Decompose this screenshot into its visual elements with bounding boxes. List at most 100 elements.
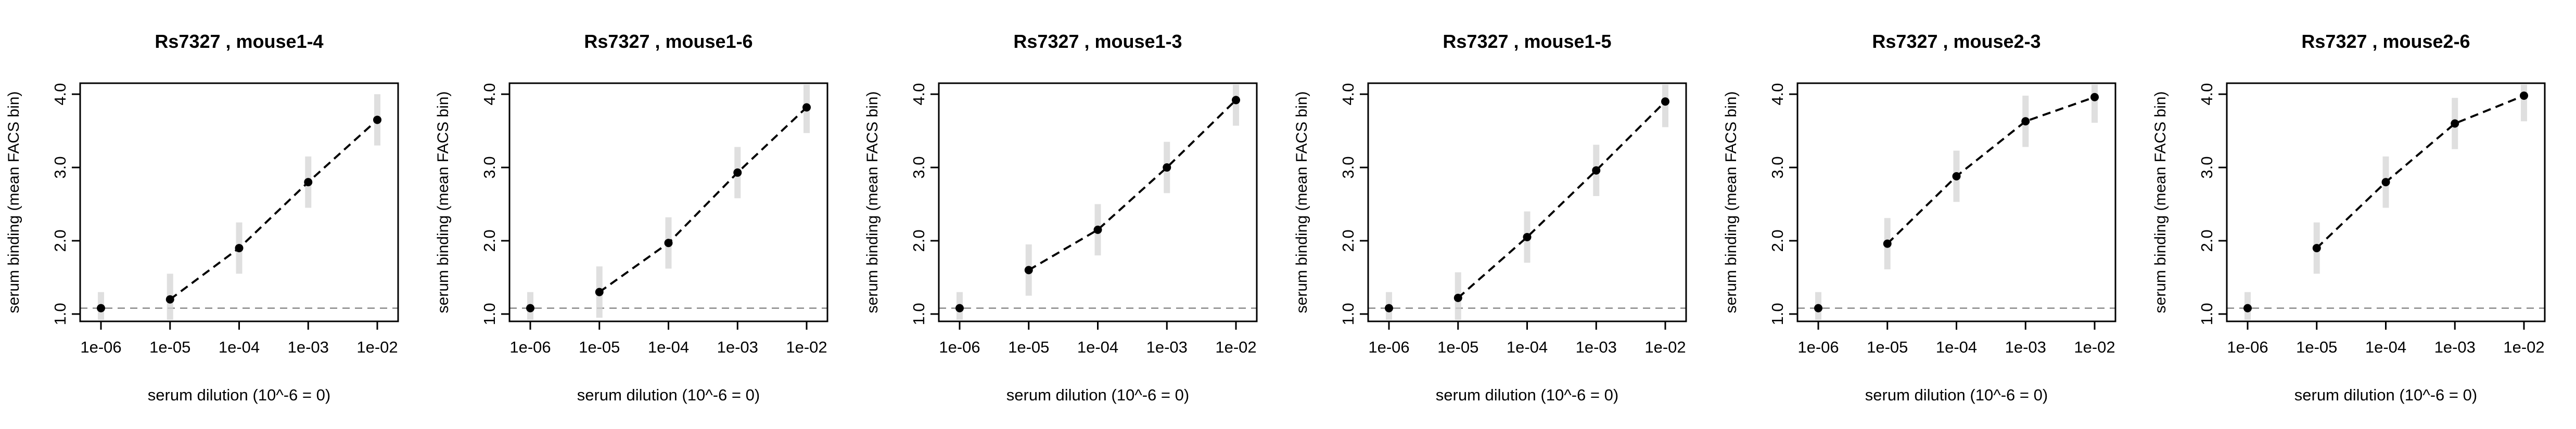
- x-tick-label: 1e-06: [80, 338, 121, 356]
- x-tick-label: 1e-03: [288, 338, 329, 356]
- distribution-band: [1662, 84, 1668, 127]
- y-tick-label: 3.0: [51, 157, 69, 179]
- chart-title: Rs7327 , mouse1-5: [1443, 31, 1611, 52]
- y-tick-label: 4.0: [1339, 83, 1357, 106]
- data-point: [97, 304, 105, 313]
- data-point: [1592, 166, 1601, 175]
- x-tick-label: 1e-03: [2434, 338, 2476, 356]
- y-tick-label: 2.0: [51, 229, 69, 252]
- x-axis-label: serum dilution (10^-6 = 0): [577, 386, 760, 404]
- chart-panel: Rs7327 , mouse1-3 1e-06 1e-05 1e-04 1e-03 1e-…: [864, 31, 1258, 404]
- y-tick-label: 4.0: [910, 83, 928, 106]
- y-axis-label: serum binding (mean FACS bin): [864, 92, 881, 314]
- y-tick-label: 3.0: [2198, 157, 2216, 179]
- data-point: [2243, 304, 2252, 313]
- y-axis-label: serum binding (mean FACS bin): [1293, 92, 1310, 314]
- plot-frame: [508, 82, 828, 322]
- data-point: [1453, 293, 1462, 302]
- x-tick-label: 1e-04: [1077, 338, 1118, 356]
- series-line: [2316, 95, 2524, 249]
- y-tick-label: 1.0: [2198, 303, 2216, 325]
- plot-frame: [1367, 82, 1687, 322]
- x-tick-label: 1e-02: [2074, 338, 2115, 356]
- x-tick-label: 1e-03: [2005, 338, 2046, 356]
- data-point: [1163, 163, 1171, 172]
- x-tick-label: 1e-02: [1644, 338, 1686, 356]
- y-tick-label: 2.0: [1768, 229, 1787, 252]
- x-tick-label: 1e-04: [1507, 338, 1548, 356]
- x-tick-label: 1e-06: [1368, 338, 1409, 356]
- distribution-band: [2092, 84, 2098, 123]
- data-point: [1024, 266, 1033, 275]
- x-tick-label: 1e-04: [219, 338, 260, 356]
- distribution-band: [2521, 84, 2527, 122]
- x-tick-label: 1e-03: [1146, 338, 1188, 356]
- y-axis-label: serum binding (mean FACS bin): [435, 92, 452, 314]
- x-tick-label: 1e-02: [356, 338, 398, 356]
- x-tick-label: 1e-05: [149, 338, 190, 356]
- data-point: [2090, 93, 2099, 101]
- y-tick-label: 2.0: [910, 229, 928, 252]
- y-axis-label: serum binding (mean FACS bin): [5, 92, 22, 314]
- y-tick-label: 4.0: [51, 83, 69, 106]
- data-point: [1883, 239, 1892, 248]
- chart-title: Rs7327 , mouse1-3: [1013, 31, 1182, 52]
- data-point: [664, 239, 673, 248]
- data-point: [1385, 304, 1393, 313]
- x-tick-label: 1e-05: [2296, 338, 2337, 356]
- data-point: [1952, 172, 1961, 180]
- x-tick-label: 1e-04: [1936, 338, 1977, 356]
- chart-title: Rs7327 , mouse1-6: [584, 31, 753, 52]
- plot-frame: [1796, 82, 2116, 322]
- y-tick-label: 1.0: [910, 303, 928, 325]
- x-tick-label: 1e-06: [939, 338, 980, 356]
- x-axis-label: serum dilution (10^-6 = 0): [1006, 386, 1189, 404]
- data-point: [235, 244, 244, 253]
- x-axis-label: serum dilution (10^-6 = 0): [2294, 386, 2477, 404]
- x-tick-label: 1e-04: [648, 338, 689, 356]
- chart-panel: Rs7327 , mouse1-5 1e-06 1e-05 1e-04 1e-03 1e-…: [1293, 31, 1687, 404]
- y-tick-label: 4.0: [2198, 83, 2216, 106]
- data-point: [373, 115, 381, 124]
- series-line: [1028, 99, 1237, 271]
- x-tick-label: 1e-03: [1576, 338, 1617, 356]
- x-tick-label: 1e-06: [1797, 338, 1839, 356]
- data-point: [595, 288, 604, 296]
- data-point: [304, 178, 313, 187]
- data-point: [1814, 304, 1822, 313]
- data-point: [955, 304, 964, 313]
- y-tick-label: 2.0: [2198, 229, 2216, 252]
- chart-title: Rs7327 , mouse1-4: [155, 31, 323, 52]
- data-point: [526, 304, 534, 313]
- y-tick-label: 2.0: [480, 229, 499, 252]
- series-line: [169, 119, 378, 301]
- y-tick-label: 3.0: [1339, 157, 1357, 179]
- data-point: [2021, 117, 2030, 126]
- x-axis-label: serum dilution (10^-6 = 0): [1436, 386, 1618, 404]
- y-tick-label: 1.0: [51, 303, 69, 325]
- x-tick-label: 1e-06: [509, 338, 551, 356]
- data-point: [2451, 119, 2459, 128]
- y-tick-label: 3.0: [480, 157, 499, 179]
- y-tick-label: 1.0: [1339, 303, 1357, 325]
- data-point: [2520, 91, 2528, 100]
- data-point: [2312, 244, 2321, 253]
- x-axis-label: serum dilution (10^-6 = 0): [148, 386, 330, 404]
- x-tick-label: 1e-06: [2227, 338, 2268, 356]
- y-axis-label: serum binding (mean FACS bin): [1723, 92, 1740, 314]
- y-tick-label: 1.0: [480, 303, 499, 325]
- y-tick-label: 3.0: [1768, 157, 1787, 179]
- data-point: [165, 295, 174, 304]
- data-point: [2381, 178, 2390, 187]
- x-tick-label: 1e-05: [1008, 338, 1049, 356]
- series-line: [1886, 96, 2095, 245]
- chart-panel: Rs7327 , mouse2-3 1e-06 1e-05 1e-04 1e-03 1e-…: [1723, 31, 2116, 404]
- chart-panel: Rs7327 , mouse2-6 1e-06 1e-05 1e-04 1e-03 1e-…: [2152, 31, 2546, 404]
- x-tick-label: 1e-02: [786, 338, 827, 356]
- chart-title: Rs7327 , mouse2-6: [2301, 31, 2470, 52]
- x-tick-label: 1e-03: [717, 338, 758, 356]
- y-tick-label: 4.0: [1768, 83, 1787, 106]
- x-tick-label: 1e-05: [1437, 338, 1478, 356]
- x-axis-label: serum dilution (10^-6 = 0): [1865, 386, 2048, 404]
